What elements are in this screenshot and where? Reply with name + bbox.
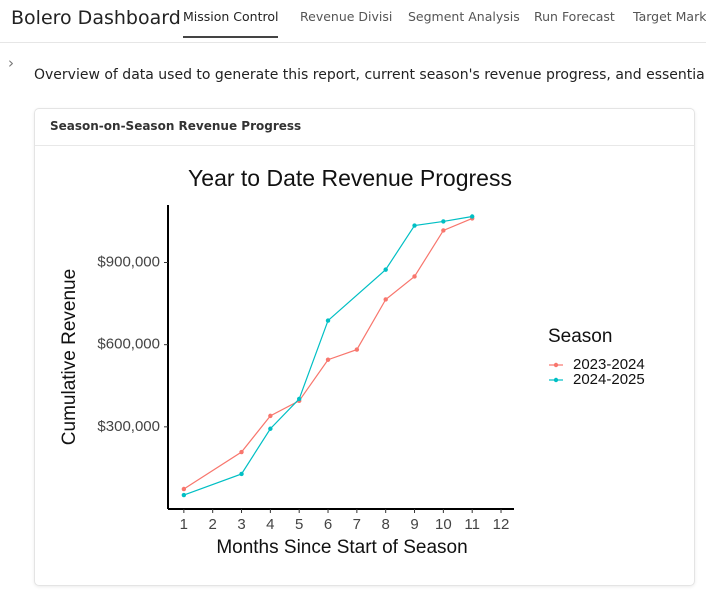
- tab[interactable]: Segment Analysis: [408, 9, 520, 24]
- x-tick-label: 11: [464, 516, 480, 533]
- chart-title: Year to Date Revenue Progress: [188, 165, 512, 191]
- x-tick-label: 1: [180, 516, 188, 533]
- data-point: [469, 214, 475, 219]
- x-tick-label: 12: [493, 516, 510, 533]
- x-tick-label: 10: [435, 516, 452, 533]
- data-point: [383, 267, 388, 272]
- data-point: [383, 297, 388, 302]
- data-point: [239, 471, 244, 477]
- tab[interactable]: Revenue Divisi: [300, 9, 393, 24]
- data-point: [325, 357, 331, 362]
- card-title: Season-on-Season Revenue Progress: [50, 119, 302, 133]
- x-tick-label: 4: [266, 516, 274, 533]
- series-line: [183, 215, 473, 496]
- nav-bar: Bolero Dashboard Mission Control Revenue…: [0, 0, 706, 43]
- y-tick-label: $900,000: [97, 253, 160, 270]
- x-tick-label: 7: [353, 516, 361, 533]
- data-point: [268, 426, 273, 431]
- legend-key-point: [553, 362, 559, 368]
- sidebar-toggle[interactable]: ›: [8, 54, 14, 72]
- data-point: [441, 228, 446, 233]
- x-tick-label: 5: [295, 516, 303, 533]
- data-point: [412, 223, 417, 228]
- tab[interactable]: Target Mark: [633, 9, 706, 24]
- card: Season-on-Season Revenue Progress: [34, 108, 695, 586]
- legend-title: Season: [548, 326, 612, 347]
- brand: Bolero Dashboard: [11, 7, 181, 29]
- x-tick-label: 3: [237, 516, 245, 533]
- legend-label: 2023-2024: [573, 356, 645, 373]
- data-point: [412, 274, 417, 279]
- data-point: [181, 492, 187, 498]
- y-axis-title: Cumulative Revenue: [59, 269, 80, 445]
- data-point: [296, 396, 302, 402]
- tab[interactable]: Mission Control: [183, 9, 279, 38]
- x-tick-label: 8: [382, 516, 390, 533]
- x-tick-label: 2: [209, 516, 217, 533]
- y-tick-label: $600,000: [97, 336, 160, 353]
- card-header: Season-on-Season Revenue Progress: [35, 109, 694, 146]
- tab[interactable]: Run Forecast: [534, 9, 615, 24]
- data-point: [268, 413, 273, 419]
- series-line: [183, 217, 473, 490]
- data-point: [441, 219, 446, 224]
- x-tick-label: 9: [410, 516, 418, 533]
- data-point: [325, 318, 331, 323]
- data-point: [239, 449, 244, 455]
- data-point: [354, 347, 360, 352]
- data-point: [181, 486, 187, 492]
- overview-text: Overview of data used to generate this r…: [34, 67, 706, 83]
- x-tick-label: 6: [324, 516, 332, 533]
- legend-label: 2024-2025: [573, 371, 645, 388]
- x-axis-title: Months Since Start of Season: [216, 537, 467, 558]
- legend-key-point: [553, 377, 559, 383]
- y-tick-label: $300,000: [97, 418, 160, 435]
